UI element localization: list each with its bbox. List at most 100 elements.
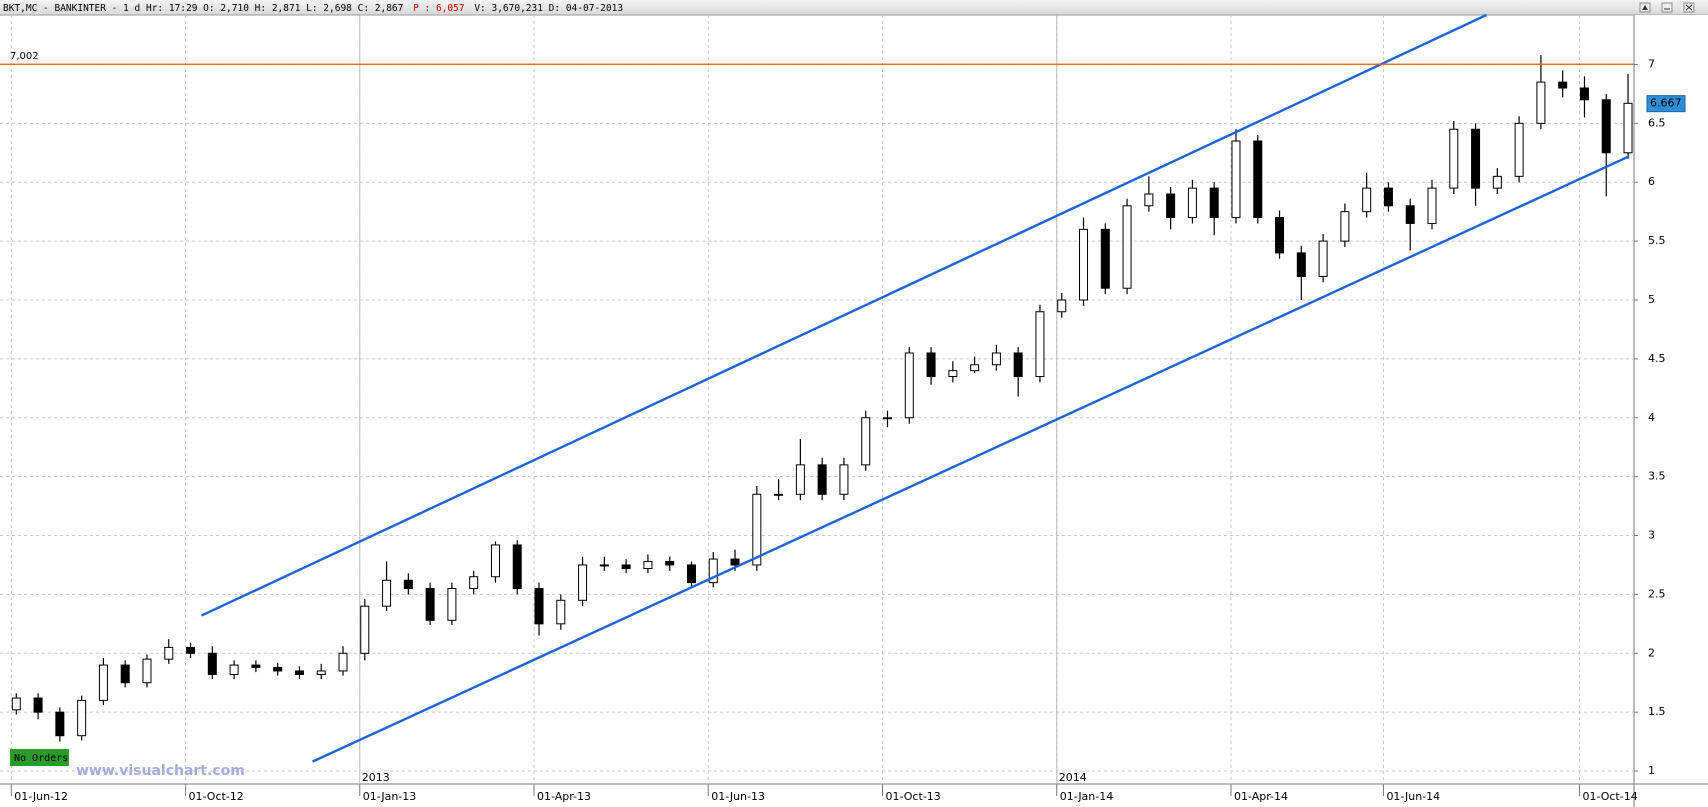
candle-body	[1318, 240, 1328, 277]
candle-body	[1340, 211, 1350, 242]
icon	[1685, 4, 1693, 11]
y-tick-label: 4.5	[1648, 352, 1666, 365]
y-tick-label: 2.5	[1648, 587, 1666, 600]
candle-body	[1013, 352, 1023, 378]
candle-body	[774, 493, 784, 496]
candle-body	[1209, 187, 1219, 219]
window-controls[interactable]	[1639, 2, 1695, 13]
candle-body	[578, 564, 588, 601]
candle-body	[534, 588, 544, 625]
plot-area	[11, 55, 1633, 742]
candle-body	[556, 599, 566, 625]
candle-body	[1144, 193, 1154, 207]
candle-body	[904, 352, 914, 419]
candle-body	[795, 464, 805, 495]
candle-body	[1057, 299, 1067, 313]
candle-body	[490, 544, 500, 578]
y-tick-label: 6	[1648, 175, 1655, 188]
candle-body	[599, 564, 609, 567]
candle-body	[469, 576, 479, 590]
candle-body	[861, 417, 871, 466]
candle-body	[338, 652, 348, 672]
candle-body	[1122, 205, 1132, 289]
last-price-label: 6.667	[1650, 97, 1682, 110]
candle-body	[1405, 205, 1415, 224]
candle-body	[33, 697, 43, 713]
candle-body	[447, 588, 457, 621]
header-bar	[0, 0, 1708, 15]
candle-body	[970, 364, 980, 372]
time-axis-area	[0, 784, 1708, 807]
candle-body	[273, 666, 283, 672]
candle-body	[360, 605, 370, 654]
candle-body	[229, 664, 239, 675]
header-segment: P : 6,057	[413, 3, 464, 14]
x-tick-label: 01-Jan-14	[1060, 790, 1114, 803]
candle-body	[665, 560, 675, 566]
x-tick-label: 01-Jan-13	[363, 790, 417, 803]
price-axis-area	[1634, 15, 1708, 807]
badge: No Orders	[14, 753, 68, 764]
candle-body	[1166, 193, 1176, 219]
x-tick-label: 01-Jun-14	[1386, 790, 1440, 803]
year-label: 2013	[362, 771, 390, 784]
candle-body	[948, 370, 958, 378]
candle-body	[1623, 102, 1633, 154]
candle-body	[186, 646, 196, 654]
candle-body	[839, 464, 849, 495]
x-tick-label: 01-Apr-14	[1234, 790, 1288, 803]
candle-body	[621, 564, 631, 569]
candle-body	[55, 711, 65, 737]
candle-body	[883, 417, 892, 420]
overlay: 7,002	[0, 13, 1634, 763]
candle-body	[730, 558, 740, 566]
candle-body	[142, 658, 152, 684]
candle-body	[77, 699, 87, 737]
candle-body	[1601, 99, 1611, 154]
candle-body	[1187, 187, 1197, 219]
candle-body	[251, 664, 261, 668]
candle-body	[752, 493, 762, 566]
header-info: BKT,MC - BANKINTER - 1 d Hr: 17:29 O: 2,…	[3, 3, 623, 14]
y-tick-label: 5.5	[1648, 234, 1666, 247]
candle-body	[1100, 228, 1110, 289]
candle-body	[382, 579, 392, 607]
candle-body	[512, 544, 522, 590]
candle-body	[120, 664, 130, 684]
candle-body	[1253, 140, 1263, 219]
candle-body	[11, 697, 21, 711]
candle-body	[686, 564, 696, 584]
candle-body	[207, 652, 217, 675]
year-label: 2014	[1059, 771, 1087, 784]
y-tick-label: 1.5	[1648, 705, 1666, 718]
candle-body	[1558, 81, 1568, 89]
candle-body	[1231, 140, 1241, 219]
candle-body	[316, 670, 326, 675]
x-tick-label: 01-Oct-13	[886, 790, 941, 803]
y-tick-label: 2	[1648, 646, 1655, 659]
last-price-marker	[1646, 95, 1686, 113]
candle-body	[1427, 187, 1437, 224]
candle-body	[1536, 81, 1546, 124]
minimize-button[interactable]	[1661, 2, 1673, 13]
trend-line	[312, 155, 1630, 763]
y-tick-label: 7	[1648, 57, 1655, 70]
candle-body	[1471, 128, 1481, 189]
candle-body	[1296, 252, 1306, 277]
watermark: www.visualchart.com	[76, 763, 245, 779]
candle-body	[708, 558, 718, 584]
candle-body	[1579, 87, 1589, 101]
badge-box	[10, 749, 69, 766]
candle-body	[164, 646, 174, 660]
x-tick-label: 01-Jun-12	[14, 790, 68, 803]
y-tick-label: 4	[1648, 411, 1655, 424]
candle-body	[1383, 187, 1393, 207]
header-segment: BKT,MC - BANKINTER - 1 d Hr: 17:29 O: 2,…	[3, 3, 403, 14]
candle-body	[926, 352, 936, 378]
candle-body	[1492, 175, 1502, 189]
candle-body	[991, 352, 1001, 366]
y-tick-label: 5	[1648, 293, 1655, 306]
y-tick-label: 3	[1648, 529, 1655, 542]
x-tick-label: 01-Apr-13	[537, 790, 591, 803]
candle-body	[1035, 311, 1045, 378]
